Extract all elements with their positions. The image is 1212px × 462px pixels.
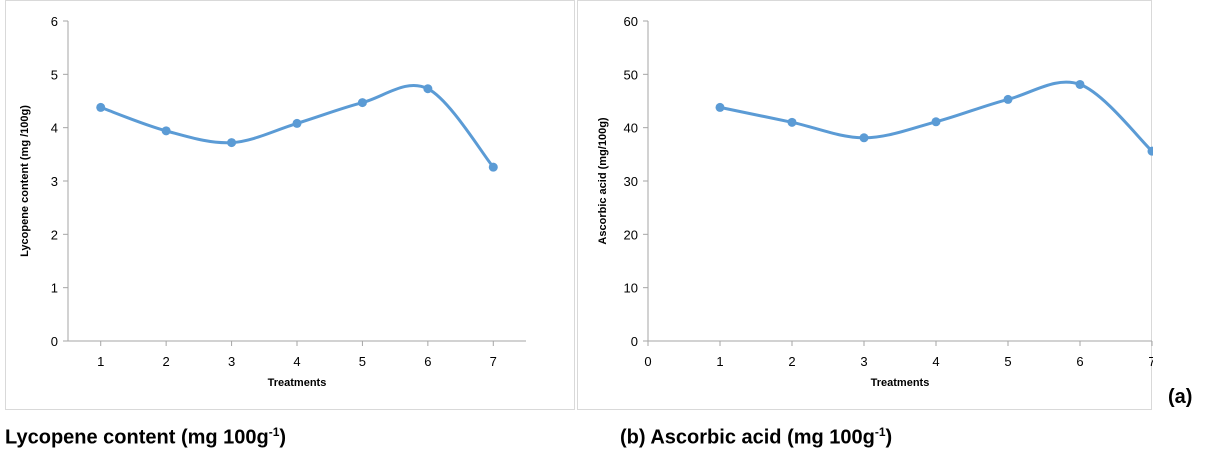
caption-ascorbic-sup: -1	[874, 425, 886, 439]
x-tick-label: 1	[716, 354, 723, 369]
x-axis-title: Treatments	[871, 377, 930, 389]
data-point	[931, 117, 941, 127]
data-point	[1003, 94, 1013, 104]
caption-lycopene: Lycopene content (mg 100g-1)	[5, 425, 286, 450]
y-tick-label: 50	[624, 67, 638, 82]
ascorbic-chart-panel: 0 10 20 30 40 50 60 0 1 2 3 4 5 6 7 Treatments Ascorbic …	[577, 0, 1153, 410]
data-point	[423, 84, 433, 94]
ascorbic-chart: 0 10 20 30 40 50 60 0 1 2 3 4 5 6 7 Treatments Ascorbic …	[597, 14, 1153, 389]
caption-ascorbic: (b) Ascorbic acid (mg 100g-1)	[620, 425, 892, 450]
x-tick-label: 7	[1148, 354, 1153, 369]
data-point	[1147, 146, 1153, 156]
panel-label-a: (a)	[1168, 386, 1193, 408]
y-tick-label: 5	[51, 67, 58, 82]
y-tick-label: 6	[51, 14, 58, 29]
data-point	[488, 162, 498, 172]
data-point	[227, 138, 237, 148]
x-tick-label: 2	[788, 354, 795, 369]
x-tick-label: 6	[1076, 354, 1083, 369]
x-tick-label: 2	[163, 354, 170, 369]
caption-ascorbic-close: )	[885, 426, 893, 449]
y-tick-label: 3	[51, 174, 58, 189]
y-tick-label: 0	[51, 334, 58, 349]
y-tick-label: 20	[624, 227, 638, 242]
y-tick-label: 2	[51, 227, 58, 242]
caption-lycopene-text: Lycopene content (mg 100g	[5, 426, 269, 449]
y-tick-label: 30	[624, 174, 638, 189]
x-tick-label: 6	[424, 354, 431, 369]
data-point	[161, 126, 171, 136]
caption-lycopene-close: )	[279, 426, 287, 449]
data-point	[357, 98, 367, 108]
data-point	[715, 102, 725, 112]
y-tick-label: 10	[624, 281, 638, 296]
lycopene-chart-panel: 0 1 2 3 4 5 6 1 2 3 4 5 6 7 Treatments Lycopene content…	[5, 0, 575, 410]
y-tick-label: 40	[624, 121, 638, 136]
x-tick-label: 5	[1004, 354, 1011, 369]
x-tick-label: 4	[932, 354, 939, 369]
y-tick-label: 0	[631, 334, 638, 349]
y-tick-label: 1	[51, 281, 58, 296]
data-point	[292, 118, 302, 128]
y-axis-title: Lycopene content (mg /100g)	[19, 105, 31, 257]
x-tick-label: 4	[293, 354, 300, 369]
data-point	[859, 133, 869, 143]
x-tick-label: 7	[490, 354, 497, 369]
series-line	[718, 80, 1153, 153]
data-point	[96, 102, 106, 112]
x-tick-label: 5	[359, 354, 366, 369]
y-tick-label: 60	[624, 14, 638, 29]
data-point	[1075, 79, 1085, 89]
x-tick-label: 1	[97, 354, 104, 369]
caption-lycopene-sup: -1	[268, 425, 280, 439]
y-tick-label: 4	[51, 121, 58, 136]
x-tick-label: 3	[228, 354, 235, 369]
lycopene-chart: 0 1 2 3 4 5 6 1 2 3 4 5 6 7 Treatments Lycopene content…	[19, 14, 526, 389]
x-axis-title: Treatments	[268, 377, 327, 389]
data-point	[787, 117, 797, 127]
x-tick-label: 0	[644, 354, 651, 369]
y-axis-title: Ascorbic acid (mg/100g)	[597, 117, 609, 244]
caption-ascorbic-text: (b) Ascorbic acid (mg 100g	[620, 426, 875, 449]
x-tick-label: 3	[860, 354, 867, 369]
